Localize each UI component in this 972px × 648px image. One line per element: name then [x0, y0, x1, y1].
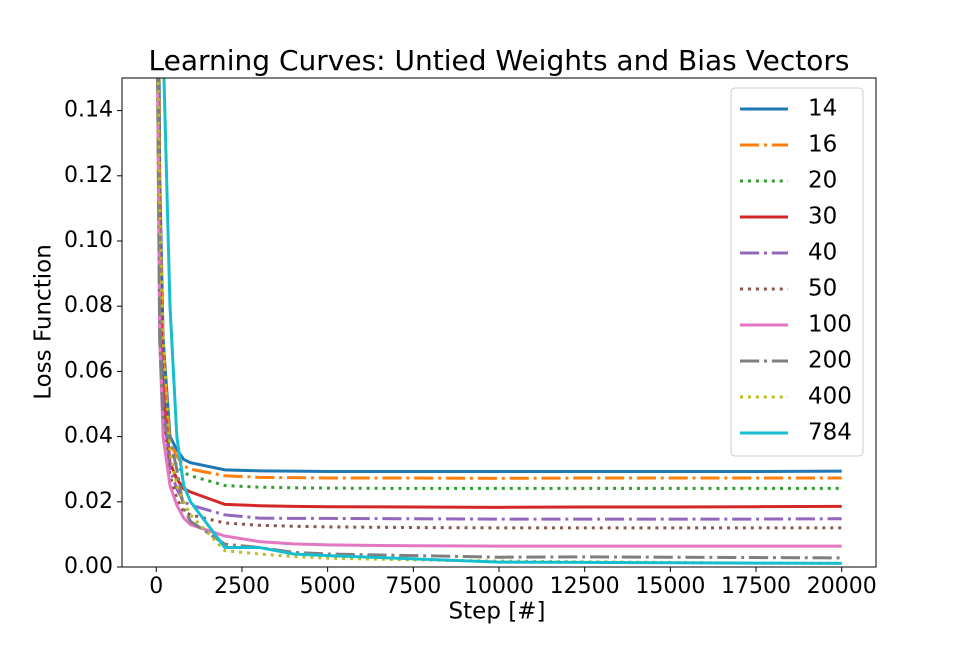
y-tick-label: 0.12: [64, 163, 113, 188]
x-tick-label: 7500: [385, 574, 441, 599]
x-tick-label: 10000: [464, 574, 534, 599]
y-tick-label: 0.10: [64, 228, 113, 253]
legend-label: 784: [808, 420, 852, 446]
series-line: [156, 78, 842, 548]
plot-area: [156, 78, 842, 565]
x-axis-label: Step [#]: [449, 599, 546, 625]
legend-label: 30: [808, 204, 837, 230]
legend-label: 100: [808, 312, 852, 338]
x-tick-label: 2500: [214, 574, 270, 599]
legend-label: 14: [808, 96, 837, 122]
legend-label: 200: [808, 348, 852, 374]
series-line: [157, 78, 842, 480]
x-tick-label: 0: [149, 574, 163, 599]
series-line: [156, 78, 842, 521]
x-tick-label: 12500: [550, 574, 620, 599]
x-tick-label: 5000: [300, 574, 356, 599]
y-tick-label: 0.14: [64, 98, 113, 123]
x-tick-label: 17500: [721, 574, 791, 599]
legend-label: 40: [808, 240, 837, 266]
x-tick-label: 20000: [807, 574, 877, 599]
y-tick-label: 0.00: [64, 554, 113, 579]
series-line: [157, 78, 842, 473]
legend-label: 400: [808, 384, 852, 410]
series-line: [156, 78, 842, 530]
y-tick-label: 0.06: [64, 358, 113, 383]
y-axis-label: Loss Function: [31, 244, 57, 400]
legend-label: 20: [808, 168, 837, 194]
y-tick-label: 0.02: [64, 489, 113, 514]
chart-title: Learning Curves: Untied Weights and Bias…: [149, 44, 850, 77]
legend-label: 16: [808, 132, 837, 158]
x-tick-label: 15000: [635, 574, 705, 599]
series-line: [162, 78, 842, 565]
y-tick-label: 0.08: [64, 293, 113, 318]
y-tick-label: 0.04: [64, 424, 113, 449]
legend-label: 50: [808, 276, 837, 302]
